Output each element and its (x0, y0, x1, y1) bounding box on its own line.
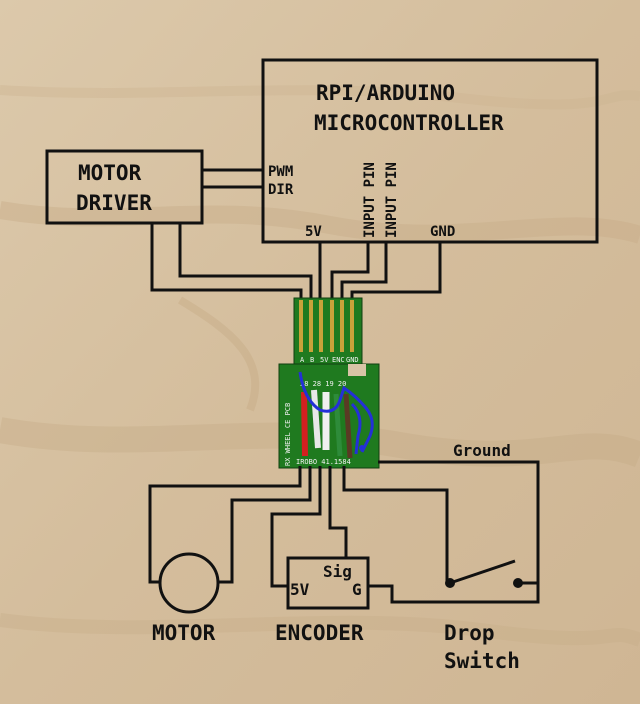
motor-symbol (158, 552, 220, 614)
pcb-side-text: RX WHEEL CE PCB (284, 403, 292, 466)
pcb-pin-a: A (300, 356, 305, 364)
microcontroller-title-line1: RPI/ARDUINO (316, 81, 455, 105)
ground-label: Ground (453, 441, 511, 460)
encoder-label: ENCODER (275, 621, 364, 645)
pin-label-dir: DIR (268, 182, 294, 198)
motor-block: MOTOR (152, 552, 220, 645)
pcb-bottom-text: IROBO 41.1584 (296, 458, 351, 466)
motor-driver-title-line2: DRIVER (76, 191, 152, 215)
pin-label-gnd: GND (430, 224, 455, 240)
wires-bottom (148, 460, 540, 604)
pcb-row1-text: 28 28 19 20 (300, 380, 346, 388)
motor-label: MOTOR (152, 621, 216, 645)
pin-label-5v: 5V (305, 224, 322, 240)
pcb-pin-b: B (310, 356, 314, 364)
switch-lever (449, 559, 516, 585)
microcontroller-title-line2: MICROCONTROLLER (314, 111, 504, 135)
motor-driver-block: MOTOR DRIVER (45, 149, 204, 225)
pcb-pin-gnd: GND (346, 356, 359, 364)
drop-switch-block: Ground Drop Switch (444, 441, 538, 673)
pcb-pin-5v: 5V (320, 356, 329, 364)
pin-label-pwm: PWM (268, 164, 293, 180)
drop-switch-label-line2: Switch (444, 649, 520, 673)
encoder-sig-label: Sig (323, 562, 352, 581)
motor-driver-title-line1: MOTOR (78, 161, 142, 185)
microcontroller-block: RPI/ARDUINO MICROCONTROLLER PWM DIR 5V I… (261, 58, 599, 244)
pcb-pin-enc: ENC (332, 356, 345, 364)
pcb-board: A B 5V ENC GND 28 28 19 20 RX WHEEL CE P… (278, 297, 380, 469)
encoder-block: Sig 5V G ENCODER (275, 556, 370, 645)
encoder-g-label: G (352, 580, 362, 599)
pin-label-input-2: INPUT PIN (384, 162, 400, 238)
drop-switch-label-line1: Drop (444, 621, 495, 645)
encoder-5v-label: 5V (290, 580, 310, 599)
pin-label-input-1: INPUT PIN (362, 162, 378, 238)
